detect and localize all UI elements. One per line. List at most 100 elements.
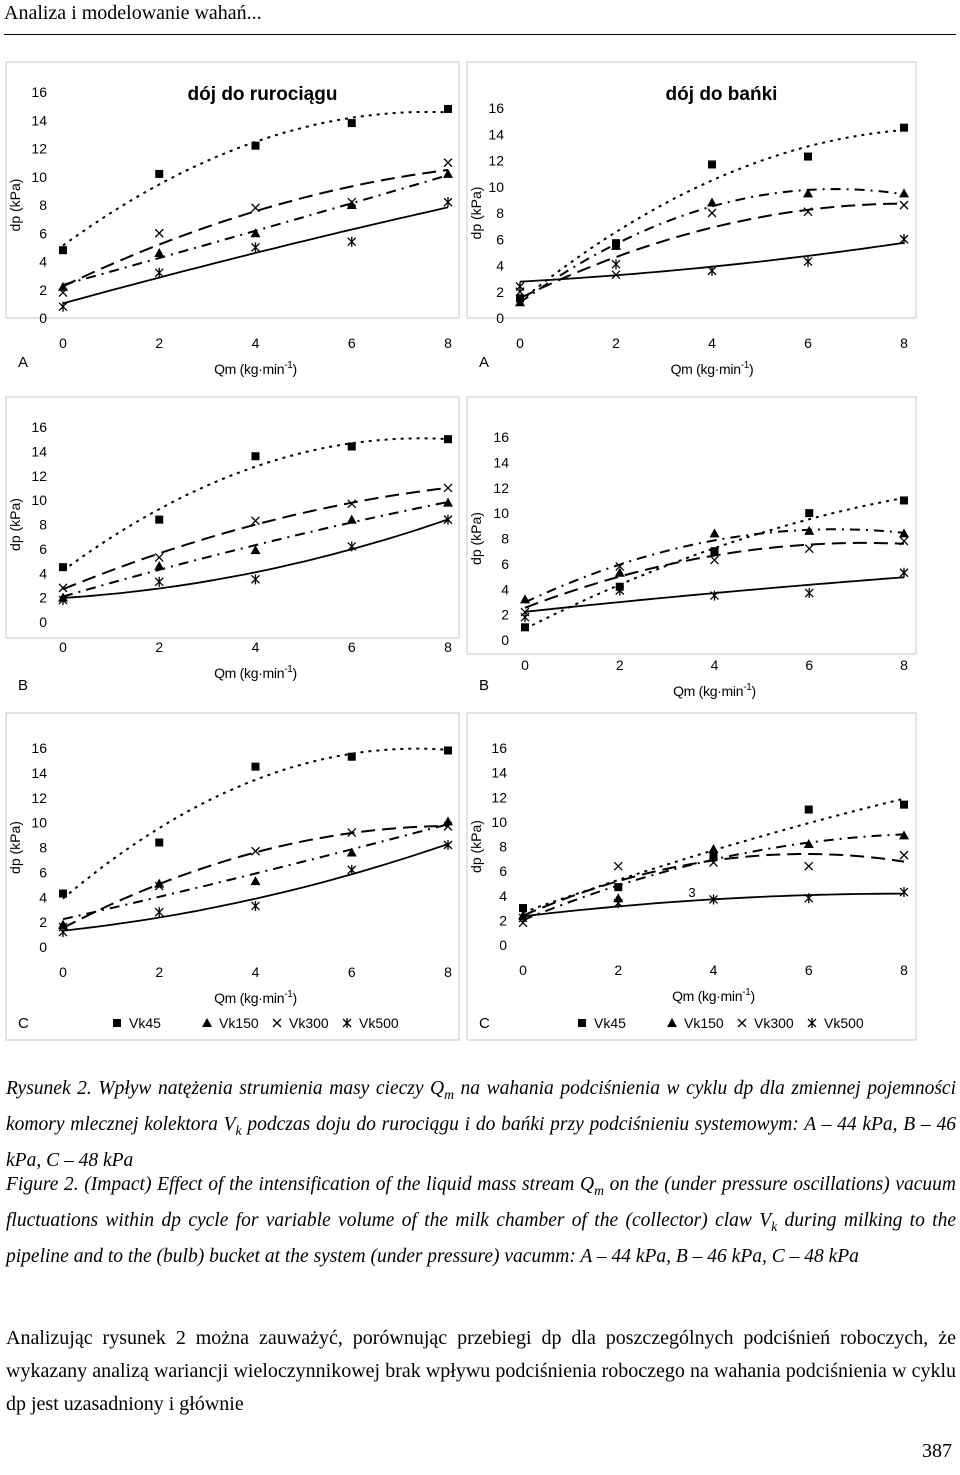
y-tick-label: 8 bbox=[39, 517, 47, 533]
point-vk45 bbox=[709, 851, 718, 860]
point-vk300 bbox=[707, 208, 717, 218]
legend-label-vk300: Vk300 bbox=[754, 1015, 794, 1031]
point-vk150 bbox=[803, 839, 814, 849]
legend-marker-vk500 bbox=[807, 1018, 817, 1028]
point-vk150 bbox=[250, 228, 261, 238]
trend-line-vk45 bbox=[62, 747, 449, 900]
y-tick-label: 2 bbox=[39, 914, 47, 930]
trend-line-vk300 bbox=[524, 541, 905, 609]
point-vk45 bbox=[805, 509, 814, 518]
y-tick-label: 6 bbox=[496, 231, 504, 247]
chart-frame bbox=[5, 712, 460, 1041]
figure-2: 0 2 4 6 8 10 12 14 16 0 2 4 6 8 dp (kPa) Qm (kg·min-1) d… bbox=[5, 61, 917, 1041]
point-vk300 bbox=[154, 881, 164, 891]
point-vk500 bbox=[154, 267, 164, 278]
trend-line-vk45 bbox=[524, 496, 905, 630]
x-tick-label: 8 bbox=[444, 964, 452, 980]
y-tick-label: 12 bbox=[493, 480, 509, 496]
point-vk500 bbox=[518, 912, 528, 923]
point-vk500 bbox=[709, 894, 718, 905]
point-vk500 bbox=[899, 887, 909, 898]
chart-frame bbox=[466, 712, 917, 1041]
x-axis-label: Qm (kg·min-1) bbox=[214, 664, 297, 681]
point-vk500 bbox=[443, 197, 453, 208]
point-vk300 bbox=[58, 288, 68, 298]
point-vk500 bbox=[251, 900, 260, 911]
point-vk45 bbox=[710, 547, 719, 556]
y-tick-label: 2 bbox=[39, 282, 47, 298]
x-tick-label: 4 bbox=[708, 335, 716, 351]
y-tick-label: 16 bbox=[31, 740, 47, 756]
caption-pl-suffix: podczas doju do rurociągu i do bańki prz… bbox=[6, 1113, 956, 1171]
x-tick-label: 6 bbox=[348, 335, 356, 351]
trend-line-vk500 bbox=[62, 206, 449, 305]
point-vk500 bbox=[615, 585, 625, 596]
point-vk45 bbox=[347, 752, 356, 761]
row-label: B bbox=[479, 677, 489, 694]
point-vk150 bbox=[443, 168, 453, 178]
x-tick-label: 6 bbox=[805, 962, 813, 978]
caption-en-mid: on the (under pressure oscillations) vac… bbox=[6, 1174, 956, 1231]
x-tick-label: 6 bbox=[804, 335, 812, 351]
point-vk150 bbox=[707, 197, 717, 207]
stray-label: 3 bbox=[688, 885, 695, 900]
caption-english: Figure 2. (Impact) Effect of the intensi… bbox=[6, 1170, 956, 1272]
point-vk300 bbox=[347, 828, 357, 838]
point-vk150 bbox=[708, 843, 719, 853]
point-vk150 bbox=[346, 847, 357, 857]
y-tick-label: 12 bbox=[31, 790, 47, 806]
y-tick-label: 6 bbox=[39, 225, 47, 241]
y-tick-label: 10 bbox=[31, 815, 47, 831]
point-vk300 bbox=[899, 850, 909, 860]
point-vk500 bbox=[251, 242, 260, 253]
y-tick-label: 2 bbox=[39, 590, 47, 606]
point-vk500 bbox=[710, 590, 719, 601]
x-tick-label: 2 bbox=[614, 962, 622, 978]
y-tick-label: 10 bbox=[493, 505, 509, 521]
trend-line-vk150 bbox=[519, 187, 905, 304]
point-vk150 bbox=[154, 248, 165, 258]
point-vk500 bbox=[899, 567, 909, 578]
legend-marker-vk300 bbox=[737, 1018, 747, 1028]
y-tick-label: 6 bbox=[39, 864, 47, 880]
y-tick-label: 2 bbox=[499, 912, 507, 928]
point-vk150 bbox=[250, 545, 261, 555]
caption-pl-sub-k: k bbox=[235, 1122, 242, 1138]
point-vk300 bbox=[804, 861, 814, 871]
y-tick-label: 4 bbox=[39, 254, 47, 270]
running-head: Analiza i modelowanie wahań... bbox=[4, 2, 262, 24]
point-vk150 bbox=[443, 816, 453, 826]
y-tick-label: 16 bbox=[493, 429, 509, 445]
point-vk45 bbox=[251, 452, 260, 461]
point-vk150 bbox=[250, 876, 261, 886]
row-label: B bbox=[18, 677, 28, 694]
chart-frame bbox=[5, 396, 460, 639]
point-vk45 bbox=[59, 246, 67, 255]
x-tick-label: 0 bbox=[516, 335, 524, 351]
point-vk150 bbox=[154, 560, 165, 570]
x-tick-label: 4 bbox=[711, 657, 719, 673]
point-vk45 bbox=[251, 141, 260, 150]
x-axis-label: Qm (kg·min-1) bbox=[214, 989, 297, 1006]
x-tick-label: 4 bbox=[252, 335, 260, 351]
x-tick-label: 2 bbox=[616, 657, 624, 673]
point-vk500 bbox=[707, 265, 717, 276]
y-axis-label: dp (kPa) bbox=[7, 179, 23, 232]
legend-label-vk45: Vk45 bbox=[129, 1015, 161, 1031]
point-vk300 bbox=[615, 561, 625, 571]
y-tick-label: 10 bbox=[488, 179, 504, 195]
x-tick-label: 8 bbox=[900, 657, 908, 673]
legend-marker-vk150 bbox=[667, 1018, 677, 1027]
point-vk300 bbox=[154, 228, 164, 238]
trend-line-vk300 bbox=[522, 853, 905, 917]
point-vk45 bbox=[444, 746, 452, 755]
y-tick-label: 4 bbox=[39, 889, 47, 905]
chart-title: dój do rurociągu bbox=[188, 84, 338, 105]
point-vk500 bbox=[443, 514, 453, 525]
y-tick-label: 0 bbox=[499, 937, 507, 953]
point-vk45 bbox=[900, 800, 908, 809]
y-tick-label: 0 bbox=[496, 310, 504, 326]
point-vk45 bbox=[708, 160, 716, 169]
point-vk45 bbox=[59, 563, 67, 572]
y-tick-label: 12 bbox=[31, 468, 47, 484]
